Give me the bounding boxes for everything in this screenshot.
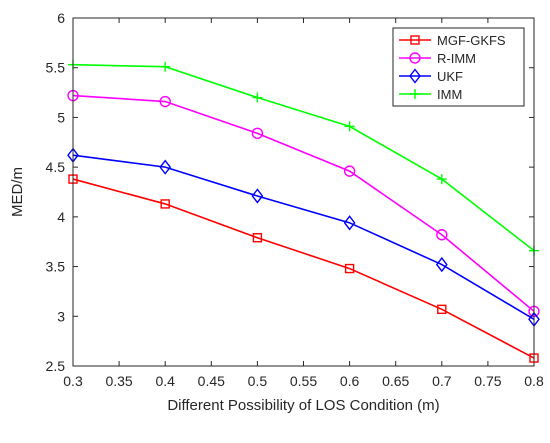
y-tick-label: 4.5 — [46, 159, 66, 175]
x-tick-label: 0.4 — [155, 373, 175, 389]
y-axis-ticks: 2.5 3 3.5 4 4.5 5 5.5 6 — [46, 10, 534, 374]
data-point — [159, 95, 171, 108]
legend-label: UKF — [437, 69, 463, 84]
x-tick-label: 0.35 — [105, 373, 132, 389]
legend-marker — [409, 52, 421, 64]
legend-label: MGF-GKFS — [437, 33, 506, 48]
data-point — [435, 256, 448, 273]
data-point — [252, 233, 263, 243]
legend-item: UKF — [399, 68, 463, 84]
legend-marker — [410, 89, 420, 99]
data-point — [159, 159, 172, 175]
series-mgf-gkfs — [68, 174, 539, 363]
data-point — [160, 199, 170, 209]
y-tick-label: 4 — [57, 209, 65, 225]
x-tick-label: 0.65 — [382, 373, 409, 389]
x-tick-label: 0.55 — [290, 373, 317, 389]
y-axis-label: MED/m — [9, 167, 26, 217]
x-tick-label: 0.5 — [248, 373, 268, 389]
x-tick-label: 0.75 — [474, 373, 501, 389]
x-tick-label: 0.6 — [340, 373, 360, 389]
y-tick-label: 5.5 — [46, 60, 66, 76]
x-axis-ticks: 0.3 0.35 0.4 0.45 0.5 0.55 0.6 0.65 0.7 0.75 0.8 — [63, 18, 544, 389]
data-point — [343, 215, 356, 231]
data-point — [251, 127, 264, 140]
y-tick-label: 3.5 — [46, 259, 66, 275]
y-tick-label: 3 — [57, 308, 65, 324]
legend-item: MGF-GKFS — [399, 33, 506, 48]
data-point — [437, 304, 447, 315]
series-r-imm — [67, 89, 540, 318]
legend-marker — [410, 35, 420, 45]
legend-item: IMM — [399, 87, 462, 102]
legend-label: IMM — [437, 87, 462, 102]
series-line — [72, 154, 535, 320]
plot-frame — [72, 17, 535, 367]
data-point — [251, 188, 264, 204]
data-point — [344, 121, 355, 132]
data-point — [344, 263, 355, 274]
x-tick-label: 0.7 — [432, 373, 452, 389]
series-line — [72, 178, 535, 359]
legend-label: R-IMM — [437, 51, 476, 66]
legend-item: R-IMM — [399, 51, 476, 66]
series-line — [72, 94, 535, 312]
x-tick-label: 0.8 — [524, 373, 544, 389]
data-point — [160, 61, 171, 72]
data-point — [436, 174, 447, 185]
data-point — [343, 165, 356, 177]
x-axis-label: Different Possibility of LOS Condition (… — [167, 397, 439, 414]
x-tick-label: 0.3 — [63, 373, 83, 389]
legend: MGF-GKFS R-IMM UKF IMM — [392, 27, 525, 107]
series-line — [72, 63, 535, 252]
y-tick-label: 5 — [57, 109, 65, 125]
data-point — [436, 229, 448, 241]
series-layer — [67, 59, 540, 363]
y-tick-label: 2.5 — [46, 358, 66, 374]
y-tick-label: 6 — [57, 10, 65, 26]
data-point — [252, 92, 263, 103]
x-tick-label: 0.45 — [198, 373, 225, 389]
legend-marker — [409, 68, 421, 84]
